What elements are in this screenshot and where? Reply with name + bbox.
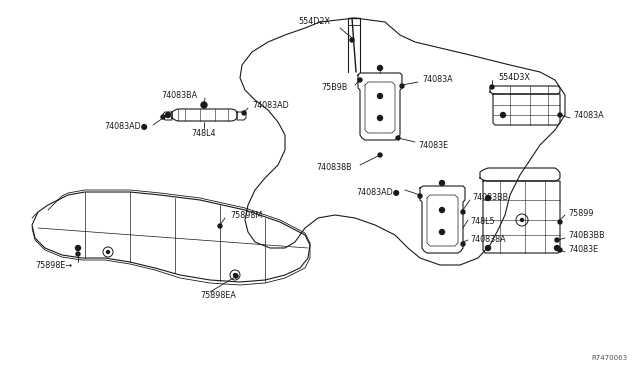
Circle shape [461, 210, 465, 214]
Text: 74083E: 74083E [568, 246, 598, 254]
Circle shape [500, 112, 506, 118]
Text: R7470063: R7470063 [592, 355, 628, 361]
Circle shape [558, 248, 562, 252]
Circle shape [558, 220, 562, 224]
Circle shape [202, 103, 206, 107]
Text: 748L5: 748L5 [470, 218, 495, 227]
Text: 74083A: 74083A [573, 112, 604, 121]
Text: 74083A: 74083A [422, 76, 452, 84]
Circle shape [76, 246, 81, 250]
Circle shape [378, 115, 383, 121]
Circle shape [166, 112, 170, 118]
Circle shape [520, 218, 524, 221]
Text: 554D2X: 554D2X [298, 17, 330, 26]
Text: 74083BA: 74083BA [162, 90, 198, 99]
Circle shape [461, 242, 465, 246]
Text: 74083AD●: 74083AD● [104, 122, 148, 131]
Text: 740838A: 740838A [470, 235, 506, 244]
Text: 740B3BB: 740B3BB [568, 231, 605, 240]
Text: 75B9B: 75B9B [322, 83, 348, 93]
Text: 74083E: 74083E [418, 141, 448, 150]
Text: 740838B: 740838B [316, 164, 352, 173]
Circle shape [396, 136, 400, 140]
Text: 74083BB: 74083BB [472, 193, 508, 202]
Circle shape [558, 113, 562, 117]
Text: 75898M: 75898M [230, 211, 262, 219]
Text: 74083AD: 74083AD [252, 102, 289, 110]
Text: 75898EA: 75898EA [200, 291, 236, 299]
Text: 75899: 75899 [568, 208, 593, 218]
Circle shape [358, 78, 362, 82]
Circle shape [400, 84, 404, 88]
Circle shape [555, 238, 559, 242]
Circle shape [440, 180, 445, 186]
Circle shape [218, 224, 222, 228]
Text: 74083AD●: 74083AD● [356, 187, 400, 196]
Circle shape [378, 65, 383, 71]
Circle shape [378, 93, 383, 99]
Circle shape [554, 246, 559, 250]
Circle shape [76, 252, 80, 256]
Text: 75898E→: 75898E→ [35, 260, 72, 269]
Circle shape [440, 208, 445, 212]
Circle shape [350, 38, 354, 42]
Text: 748L4: 748L4 [192, 128, 216, 138]
Circle shape [490, 85, 494, 89]
Circle shape [486, 196, 490, 201]
Circle shape [418, 194, 422, 198]
Circle shape [486, 246, 490, 250]
Circle shape [201, 102, 207, 108]
Circle shape [378, 153, 382, 157]
Circle shape [242, 111, 246, 115]
Circle shape [106, 250, 109, 253]
Text: 554D3X: 554D3X [498, 74, 530, 83]
Circle shape [440, 230, 445, 234]
Circle shape [234, 273, 237, 276]
Circle shape [161, 115, 165, 119]
Circle shape [234, 274, 238, 278]
